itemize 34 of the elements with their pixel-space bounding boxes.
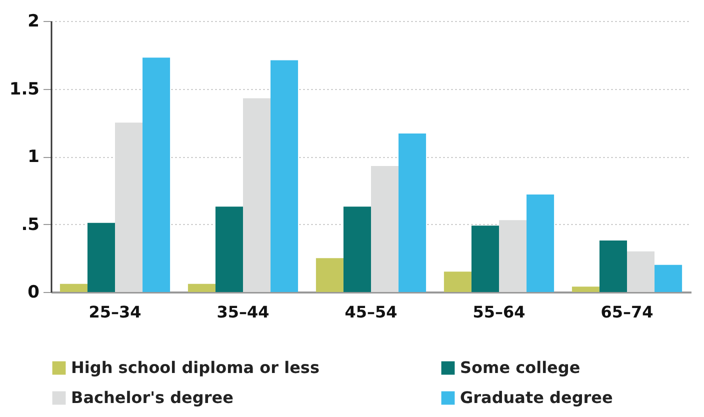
- x-tick-label: 25–34: [88, 302, 142, 322]
- bar: [599, 240, 627, 292]
- x-tick-label: 45–54: [344, 302, 398, 322]
- bar: [499, 220, 527, 292]
- bar: [471, 226, 499, 292]
- y-tick-label: 0: [28, 282, 40, 302]
- bar: [654, 264, 682, 292]
- legend-label: Some college: [460, 358, 580, 377]
- y-tick-label: .5: [21, 214, 40, 235]
- bar: [270, 60, 298, 292]
- y-tick-label: 1: [28, 147, 40, 167]
- legend-label: High school diploma or less: [71, 358, 320, 377]
- bar: [398, 133, 426, 292]
- x-tick-label: 65–74: [600, 302, 654, 322]
- bar: [343, 206, 371, 292]
- bar: [627, 251, 655, 292]
- bar: [572, 286, 600, 292]
- x-tick-label: 35–44: [216, 302, 270, 322]
- bar: [371, 166, 399, 292]
- bar: [526, 194, 554, 292]
- bar: [188, 284, 216, 292]
- bar: [60, 284, 88, 292]
- bar: [215, 206, 243, 292]
- bar: [243, 98, 271, 292]
- legend-label: Bachelor's degree: [71, 388, 234, 407]
- y-tick-label: 1.5: [9, 79, 40, 100]
- bar: [316, 258, 344, 292]
- bar: [444, 272, 472, 292]
- legend-label: Graduate degree: [460, 388, 614, 407]
- bar: [142, 58, 170, 292]
- x-tick-label: 55–64: [472, 302, 526, 322]
- bar: [115, 122, 143, 292]
- y-tick-label: 2: [28, 12, 40, 32]
- bar: [87, 222, 115, 292]
